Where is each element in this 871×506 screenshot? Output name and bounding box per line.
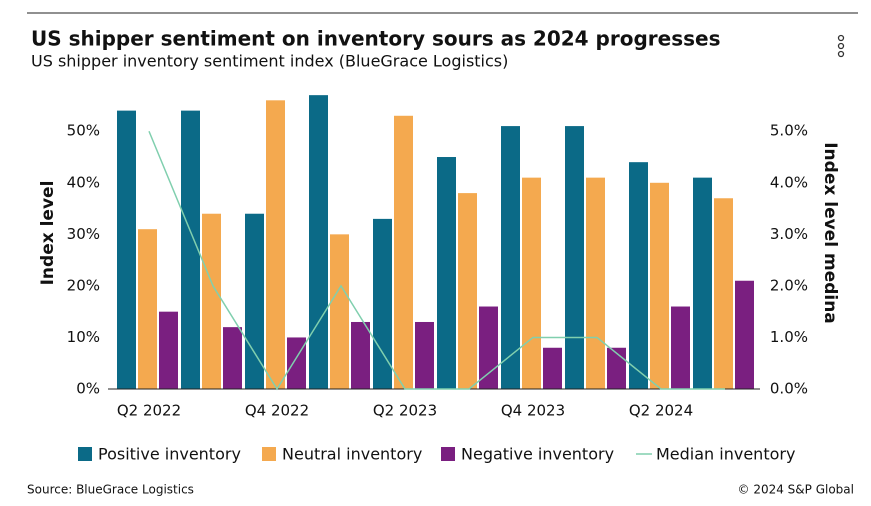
y-tick-label: 0% bbox=[76, 380, 100, 398]
bar bbox=[330, 234, 349, 389]
bar bbox=[607, 347, 626, 389]
bar bbox=[629, 162, 648, 389]
y-tick-label: 30% bbox=[67, 225, 100, 243]
bar bbox=[159, 311, 178, 389]
bar bbox=[437, 157, 456, 389]
y-tick-label: 50% bbox=[67, 122, 100, 140]
source: Source: BlueGrace Logistics bbox=[27, 483, 194, 497]
bar bbox=[586, 177, 605, 389]
line bbox=[148, 130, 725, 391]
y-axis-title: Index level bbox=[38, 181, 58, 286]
bar bbox=[650, 182, 669, 389]
y2-tick-label: 3.0% bbox=[770, 225, 808, 243]
bar bbox=[565, 126, 584, 389]
copyright: © 2024 S&P Global bbox=[738, 483, 854, 497]
bar bbox=[693, 177, 712, 389]
bar bbox=[543, 347, 562, 389]
y2-tick-label: 0.0% bbox=[770, 380, 808, 398]
bar bbox=[415, 321, 434, 389]
y2-tick-label: 4.0% bbox=[770, 173, 808, 191]
bar bbox=[522, 177, 541, 389]
x-tick-label: Q2 2024 bbox=[629, 402, 693, 420]
menu-icon[interactable] bbox=[837, 34, 845, 58]
y2-tick-label: 1.0% bbox=[770, 328, 808, 346]
bar bbox=[458, 193, 477, 389]
y2-axis-title: Index level medina bbox=[820, 142, 840, 324]
chart-subtitle: US shipper inventory sentiment index (Bl… bbox=[31, 52, 508, 71]
legend-label: Positive inventory bbox=[98, 445, 241, 464]
bar bbox=[138, 229, 157, 389]
bar bbox=[735, 280, 754, 389]
bar bbox=[309, 95, 328, 389]
bar bbox=[287, 337, 306, 389]
x-tick-label: Q4 2023 bbox=[501, 402, 565, 420]
y-tick-label: 20% bbox=[67, 276, 100, 294]
x-tick-label: Q2 2023 bbox=[373, 402, 437, 420]
bar bbox=[202, 213, 221, 389]
y-tick-label: 10% bbox=[67, 328, 100, 346]
y2-tick-label: 5.0% bbox=[770, 122, 808, 140]
bar bbox=[181, 110, 200, 389]
y2-tick-label: 2.0% bbox=[770, 276, 808, 294]
bar bbox=[266, 100, 285, 389]
legend-swatch bbox=[262, 447, 276, 461]
y-tick-label: 40% bbox=[67, 173, 100, 191]
bar bbox=[501, 126, 520, 389]
bar bbox=[117, 110, 136, 389]
legend-label: Median inventory bbox=[656, 445, 795, 464]
bar bbox=[351, 321, 370, 389]
bar bbox=[394, 115, 413, 389]
bar bbox=[671, 306, 690, 389]
x-tick-label: Q4 2022 bbox=[245, 402, 309, 420]
x-tick-label: Q2 2022 bbox=[117, 402, 181, 420]
legend-swatch bbox=[441, 447, 455, 461]
bar bbox=[479, 306, 498, 389]
legend-label: Neutral inventory bbox=[282, 445, 422, 464]
bar bbox=[714, 198, 733, 389]
legend-label: Negative inventory bbox=[461, 445, 614, 464]
legend-swatch bbox=[78, 447, 92, 461]
chart-title: US shipper sentiment on inventory sours … bbox=[31, 27, 721, 51]
bar bbox=[223, 327, 242, 389]
